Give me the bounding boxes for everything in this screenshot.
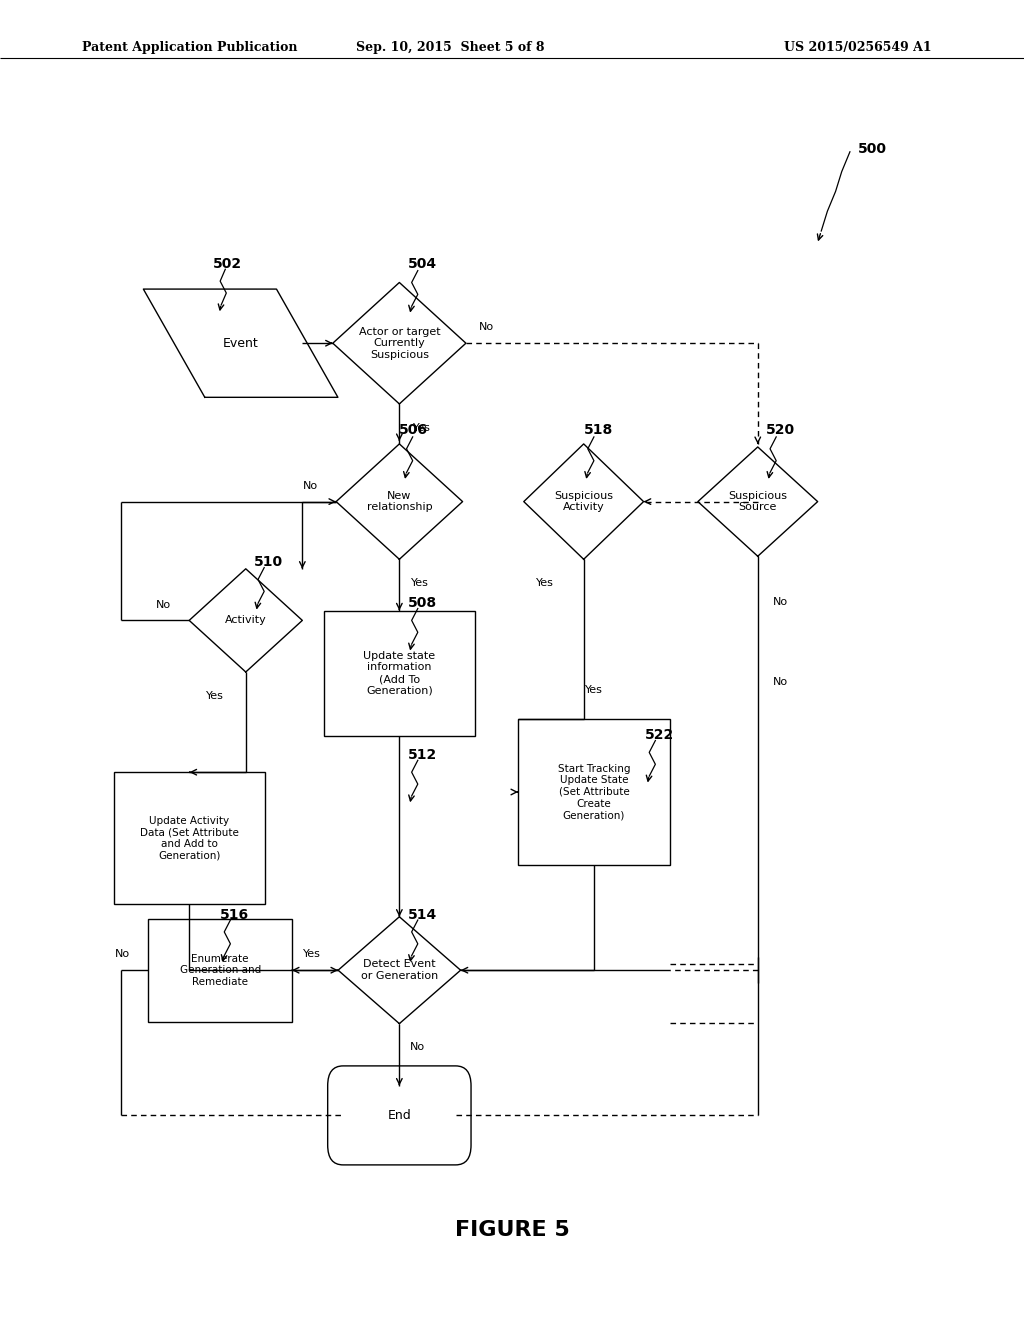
Text: Detect Event
or Generation: Detect Event or Generation xyxy=(360,960,438,981)
Text: End: End xyxy=(387,1109,412,1122)
Text: No: No xyxy=(303,480,318,491)
Text: No: No xyxy=(773,598,787,607)
Text: Start Tracking
Update State
(Set Attribute
Create
Generation): Start Tracking Update State (Set Attribu… xyxy=(558,764,630,820)
Bar xyxy=(518,719,670,865)
Text: Update state
information
(Add To
Generation): Update state information (Add To Generat… xyxy=(364,651,435,696)
Text: 514: 514 xyxy=(408,908,437,921)
Text: No: No xyxy=(773,677,787,686)
Bar xyxy=(114,772,265,904)
Text: Suspicious
Source: Suspicious Source xyxy=(728,491,787,512)
Text: No: No xyxy=(116,949,130,960)
Text: Yes: Yes xyxy=(302,949,321,960)
Text: Activity: Activity xyxy=(225,615,266,626)
Bar xyxy=(324,610,475,737)
Text: Actor or target
Currently
Suspicious: Actor or target Currently Suspicious xyxy=(358,326,440,360)
Text: Yes: Yes xyxy=(413,422,431,433)
Text: Update Activity
Data (Set Attribute
and Add to
Generation): Update Activity Data (Set Attribute and … xyxy=(140,816,239,861)
Text: 518: 518 xyxy=(584,424,613,437)
Text: 506: 506 xyxy=(399,424,428,437)
Text: 520: 520 xyxy=(766,424,795,437)
Text: Patent Application Publication: Patent Application Publication xyxy=(82,41,297,54)
Text: Yes: Yes xyxy=(206,690,224,701)
Text: Sep. 10, 2015  Sheet 5 of 8: Sep. 10, 2015 Sheet 5 of 8 xyxy=(356,41,545,54)
Text: 504: 504 xyxy=(408,257,436,271)
Text: Suspicious
Activity: Suspicious Activity xyxy=(554,491,613,512)
Text: No: No xyxy=(156,599,171,610)
Text: Yes: Yes xyxy=(585,685,603,696)
Text: FIGURE 5: FIGURE 5 xyxy=(455,1220,569,1241)
Text: Enumerate
Generation and
Remediate: Enumerate Generation and Remediate xyxy=(179,953,261,987)
Text: 516: 516 xyxy=(220,908,249,921)
Text: 512: 512 xyxy=(408,748,437,762)
Text: 522: 522 xyxy=(645,729,675,742)
Text: 510: 510 xyxy=(254,556,283,569)
Text: Yes: Yes xyxy=(536,578,554,587)
Text: No: No xyxy=(411,1043,425,1052)
Text: Yes: Yes xyxy=(411,578,429,587)
Text: 502: 502 xyxy=(213,257,242,271)
Text: No: No xyxy=(479,322,494,333)
Bar xyxy=(148,919,292,1022)
Text: Event: Event xyxy=(223,337,258,350)
Text: 508: 508 xyxy=(408,597,436,610)
Text: US 2015/0256549 A1: US 2015/0256549 A1 xyxy=(784,41,932,54)
Text: 500: 500 xyxy=(858,143,887,156)
Text: New
relationship: New relationship xyxy=(367,491,432,512)
